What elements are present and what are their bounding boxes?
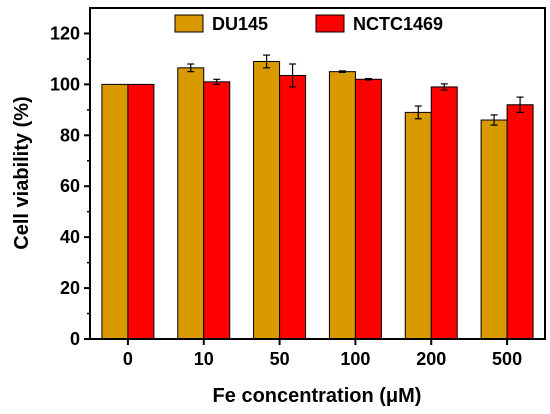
bar-nctc1469-500 [506,104,534,340]
error-bar-nctc1469-50 [289,63,297,88]
x-tick-label-200: 200 [416,349,446,369]
y-tick-label-100: 100 [50,74,80,94]
legend-label-nctc1469: NCTC1469 [353,14,443,34]
y-tick-label-120: 120 [50,23,80,43]
bar-du145-500 [480,119,508,340]
bar-nctc1469-200 [430,86,458,340]
bar-du145-10 [177,67,205,340]
legend-label-du145: DU145 [212,14,268,34]
error-bars-layer [187,54,524,126]
x-tick-label-500: 500 [492,349,522,369]
y-axis-title: Cell viability (%) [11,96,33,249]
y-axis: 0 20 40 60 80 100 120 [50,23,90,349]
y-tick-label-40: 40 [60,227,80,247]
x-axis: 0 10 50 100 200 500 [123,339,522,369]
error-bar-nctc1469-10 [213,78,221,85]
legend-swatch-nctc1469 [315,14,345,33]
bar-du145-200 [404,111,432,340]
bar-nctc1469-0 [127,83,155,340]
bar-nctc1469-50 [279,74,307,340]
x-tick-label-10: 10 [194,349,214,369]
legend-swatch-du145 [174,14,204,33]
y-tick-label-60: 60 [60,176,80,196]
bar-du145-50 [253,60,281,340]
error-bar-du145-100 [338,70,346,74]
y-tick-label-80: 80 [60,125,80,145]
error-bar-du145-10 [187,63,195,73]
x-tick-label-50: 50 [270,349,290,369]
bar-nctc1469-100 [354,78,382,340]
legend: DU145 NCTC1469 [174,14,443,34]
x-tick-label-0: 0 [123,349,133,369]
y-tick-label-0: 0 [70,329,80,349]
x-tick-label-100: 100 [340,349,370,369]
error-bar-nctc1469-200 [440,83,448,91]
y-tick-label-20: 20 [60,278,80,298]
error-bar-du145-50 [263,54,271,69]
bar-du145-0 [101,83,129,340]
error-bar-nctc1469-500 [516,96,524,113]
bar-nctc1469-10 [203,81,231,340]
bar-du145-100 [328,71,356,340]
error-bar-du145-200 [414,105,422,120]
error-bar-du145-500 [490,114,498,126]
plot-frame [89,7,546,340]
x-axis-title: Fe concentration (μM) [213,385,422,407]
error-bar-nctc1469-100 [364,77,372,81]
bars-layer [101,60,534,340]
